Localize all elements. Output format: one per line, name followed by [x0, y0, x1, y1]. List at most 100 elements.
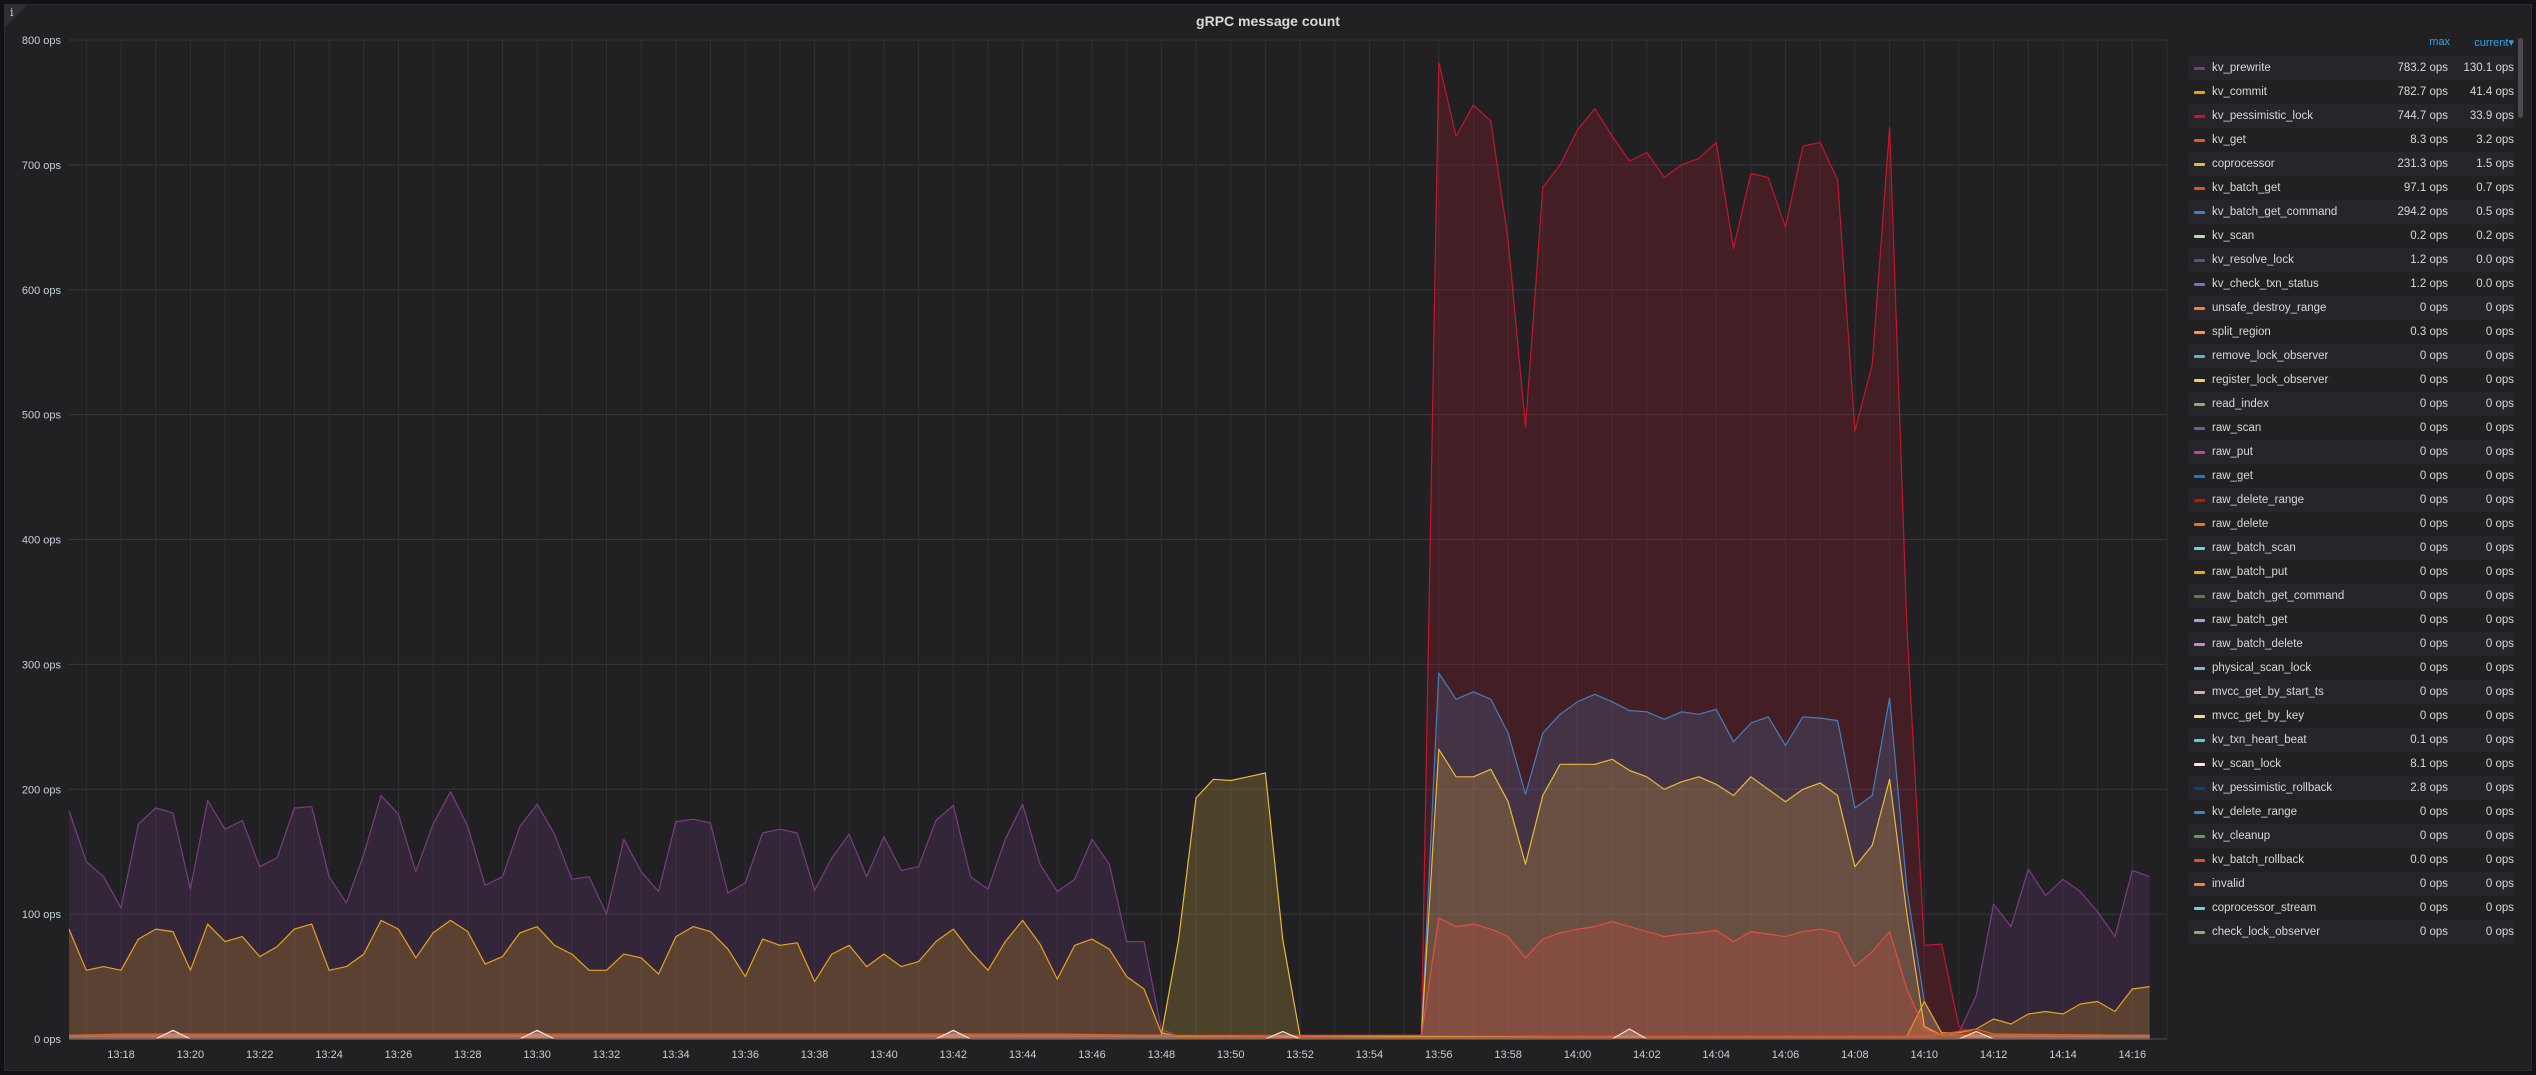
- legend-swatch[interactable]: [2194, 402, 2205, 406]
- legend-item-name[interactable]: kv_commit: [2212, 86, 2267, 98]
- legend-swatch[interactable]: [2194, 882, 2205, 886]
- legend-swatch[interactable]: [2194, 306, 2205, 310]
- legend-scrollbar[interactable]: [2518, 38, 2523, 118]
- legend-swatch[interactable]: [2194, 258, 2205, 262]
- legend-item[interactable]: remove_lock_observer 0 ops 0 ops: [2188, 344, 2514, 368]
- legend-swatch[interactable]: [2194, 546, 2205, 550]
- legend-swatch[interactable]: [2194, 186, 2205, 190]
- legend-item-name[interactable]: kv_prewrite: [2212, 62, 2271, 74]
- legend-item[interactable]: raw_batch_get 0 ops 0 ops: [2188, 608, 2514, 632]
- legend-item-name[interactable]: kv_batch_rollback: [2212, 854, 2305, 866]
- legend-item[interactable]: kv_delete_range 0 ops 0 ops: [2188, 800, 2514, 824]
- legend-swatch[interactable]: [2194, 618, 2205, 622]
- legend-item-name[interactable]: raw_delete_range: [2212, 494, 2305, 506]
- legend-item-name[interactable]: mvcc_get_by_start_ts: [2212, 686, 2324, 698]
- legend-swatch[interactable]: [2194, 594, 2205, 598]
- legend-swatch[interactable]: [2194, 690, 2205, 694]
- legend-item[interactable]: kv_get 8.3 ops 3.2 ops: [2188, 128, 2514, 152]
- legend-swatch[interactable]: [2194, 162, 2205, 166]
- legend-swatch[interactable]: [2194, 714, 2205, 718]
- legend-item[interactable]: raw_get 0 ops 0 ops: [2188, 464, 2514, 488]
- legend-item[interactable]: raw_batch_get_command 0 ops 0 ops: [2188, 584, 2514, 608]
- legend-item[interactable]: kv_cleanup 0 ops 0 ops: [2188, 824, 2514, 848]
- legend-swatch[interactable]: [2194, 282, 2205, 286]
- legend-item-name[interactable]: raw_scan: [2212, 422, 2262, 434]
- chart-area[interactable]: 0 ops 100 ops 200 ops 300 ops 400 ops 500 ops…: [0, 0, 2170, 1075]
- legend-swatch[interactable]: [2194, 90, 2205, 94]
- legend-item[interactable]: register_lock_observer 0 ops 0 ops: [2188, 368, 2514, 392]
- legend-item[interactable]: kv_txn_heart_beat 0.1 ops 0 ops: [2188, 728, 2514, 752]
- legend-item[interactable]: raw_delete 0 ops 0 ops: [2188, 512, 2514, 536]
- legend-item[interactable]: raw_batch_put 0 ops 0 ops: [2188, 560, 2514, 584]
- legend-swatch[interactable]: [2194, 762, 2205, 766]
- legend-swatch[interactable]: [2194, 666, 2205, 670]
- legend-swatch[interactable]: [2194, 474, 2205, 478]
- legend-item[interactable]: kv_check_txn_status 1.2 ops 0.0 ops: [2188, 272, 2514, 296]
- legend-item[interactable]: mvcc_get_by_start_ts 0 ops 0 ops: [2188, 680, 2514, 704]
- legend-item-name[interactable]: physical_scan_lock: [2212, 662, 2312, 674]
- legend-swatch[interactable]: [2194, 738, 2205, 742]
- legend-item-name[interactable]: split_region: [2212, 326, 2271, 338]
- legend-item[interactable]: raw_scan 0 ops 0 ops: [2188, 416, 2514, 440]
- legend-swatch[interactable]: [2194, 354, 2205, 358]
- legend-item[interactable]: kv_batch_get 97.1 ops 0.7 ops: [2188, 176, 2514, 200]
- legend-item[interactable]: check_lock_observer 0 ops 0 ops: [2188, 920, 2514, 944]
- legend-item[interactable]: read_index 0 ops 0 ops: [2188, 392, 2514, 416]
- legend-item-name[interactable]: remove_lock_observer: [2212, 350, 2329, 362]
- legend-item-name[interactable]: unsafe_destroy_range: [2212, 302, 2327, 314]
- legend-item-name[interactable]: read_index: [2212, 398, 2269, 410]
- legend-item-name[interactable]: kv_check_txn_status: [2212, 278, 2319, 290]
- legend-item-name[interactable]: check_lock_observer: [2212, 926, 2321, 938]
- legend-swatch[interactable]: [2194, 378, 2205, 382]
- legend-swatch[interactable]: [2194, 642, 2205, 646]
- legend-item-name[interactable]: raw_get: [2212, 470, 2253, 482]
- legend-item[interactable]: kv_commit 782.7 ops 41.4 ops: [2188, 80, 2514, 104]
- legend-item[interactable]: kv_resolve_lock 1.2 ops 0.0 ops: [2188, 248, 2514, 272]
- legend-item-name[interactable]: raw_delete: [2212, 518, 2269, 530]
- legend-item-name[interactable]: kv_scan_lock: [2212, 758, 2282, 770]
- legend-item[interactable]: mvcc_get_by_key 0 ops 0 ops: [2188, 704, 2514, 728]
- legend-column-current[interactable]: current▾: [2474, 37, 2514, 49]
- legend-item[interactable]: coprocessor 231.3 ops 1.5 ops: [2188, 152, 2514, 176]
- legend-item-name[interactable]: kv_cleanup: [2212, 830, 2271, 842]
- legend-swatch[interactable]: [2194, 114, 2205, 118]
- legend-swatch[interactable]: [2194, 930, 2205, 934]
- legend-swatch[interactable]: [2194, 810, 2205, 814]
- legend-item[interactable]: raw_batch_scan 0 ops 0 ops: [2188, 536, 2514, 560]
- legend-item-name[interactable]: kv_pessimistic_rollback: [2212, 782, 2333, 794]
- legend-item-name[interactable]: kv_batch_get: [2212, 182, 2281, 194]
- legend-swatch[interactable]: [2194, 138, 2205, 142]
- legend-item[interactable]: split_region 0.3 ops 0 ops: [2188, 320, 2514, 344]
- legend-item[interactable]: coprocessor_stream 0 ops 0 ops: [2188, 896, 2514, 920]
- legend-swatch[interactable]: [2194, 570, 2205, 574]
- legend-item[interactable]: kv_prewrite 783.2 ops 130.1 ops: [2188, 56, 2514, 80]
- legend-item[interactable]: raw_batch_delete 0 ops 0 ops: [2188, 632, 2514, 656]
- legend-item[interactable]: kv_batch_rollback 0.0 ops 0 ops: [2188, 848, 2514, 872]
- legend-swatch[interactable]: [2194, 426, 2205, 430]
- legend-item-name[interactable]: kv_batch_get_command: [2212, 206, 2338, 218]
- legend-item-name[interactable]: kv_resolve_lock: [2212, 254, 2294, 266]
- legend-item[interactable]: kv_pessimistic_rollback 2.8 ops 0 ops: [2188, 776, 2514, 800]
- legend-swatch[interactable]: [2194, 234, 2205, 238]
- legend-swatch[interactable]: [2194, 330, 2205, 334]
- legend-item-name[interactable]: kv_get: [2212, 134, 2246, 146]
- legend-item[interactable]: raw_delete_range 0 ops 0 ops: [2188, 488, 2514, 512]
- legend-column-max[interactable]: max: [2429, 36, 2450, 48]
- legend-item[interactable]: kv_scan 0.2 ops 0.2 ops: [2188, 224, 2514, 248]
- legend-swatch[interactable]: [2194, 210, 2205, 214]
- legend-swatch[interactable]: [2194, 450, 2205, 454]
- legend-item-name[interactable]: kv_txn_heart_beat: [2212, 734, 2307, 746]
- legend-item-name[interactable]: mvcc_get_by_key: [2212, 710, 2305, 722]
- legend-item-name[interactable]: coprocessor_stream: [2212, 902, 2317, 914]
- legend-item-name[interactable]: coprocessor: [2212, 158, 2275, 170]
- legend-item-name[interactable]: kv_scan: [2212, 230, 2255, 242]
- legend-item[interactable]: kv_scan_lock 8.1 ops 0 ops: [2188, 752, 2514, 776]
- legend-swatch[interactable]: [2194, 834, 2205, 838]
- panel-title[interactable]: gRPC message count: [1196, 13, 1340, 29]
- legend-item-name[interactable]: raw_batch_scan: [2212, 542, 2296, 554]
- legend-item[interactable]: physical_scan_lock 0 ops 0 ops: [2188, 656, 2514, 680]
- legend-swatch[interactable]: [2194, 786, 2205, 790]
- legend-item-name[interactable]: raw_batch_get_command: [2212, 590, 2345, 602]
- info-icon[interactable]: i: [10, 6, 14, 19]
- legend-swatch[interactable]: [2194, 906, 2205, 910]
